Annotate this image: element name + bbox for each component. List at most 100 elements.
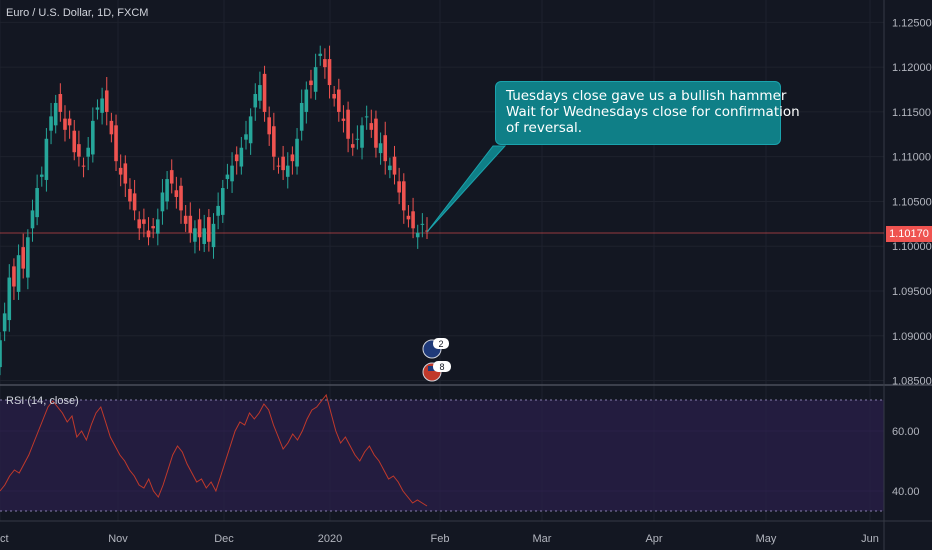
candle-body xyxy=(146,230,151,238)
candle-body xyxy=(304,89,309,112)
candle-body xyxy=(123,163,128,184)
time-tick-label: Mar xyxy=(533,533,552,545)
candle-body xyxy=(151,226,155,229)
candle-body xyxy=(258,85,262,101)
candle-body xyxy=(374,118,378,148)
price-scale: 1.12500 1.12000 1.11500 1.11000 1.10500 1.100… xyxy=(892,17,932,387)
candle-body xyxy=(72,130,77,153)
rsi-label: RSI (14, close) xyxy=(6,395,79,407)
candle-body xyxy=(132,193,137,211)
candle-body xyxy=(337,89,341,112)
event-count: 2 xyxy=(438,339,443,349)
candle-body xyxy=(411,211,415,229)
candle-body xyxy=(77,144,81,157)
rsi-tick-label: 40.00 xyxy=(892,486,920,498)
candle-body xyxy=(35,188,39,218)
candle-body xyxy=(58,94,63,112)
candle-body xyxy=(272,126,276,157)
candle-body xyxy=(202,228,207,244)
callout-pointer xyxy=(426,145,507,233)
price-tick-label: 1.08500 xyxy=(892,376,932,388)
time-tick-label: May xyxy=(756,533,777,545)
chart-title: Euro / U.S. Dollar, 1D, FXCM xyxy=(6,7,148,19)
candle-body xyxy=(0,340,2,368)
event-marker-eu[interactable]: 2 xyxy=(422,338,449,359)
rsi-scale: 60.00 40.00 xyxy=(892,426,920,498)
candle-body xyxy=(383,135,388,162)
candle-body xyxy=(81,165,86,167)
candle-body xyxy=(318,53,323,56)
candle-body xyxy=(44,138,49,180)
candle-body xyxy=(16,255,21,292)
candle-body xyxy=(2,313,7,332)
candle-body xyxy=(67,118,72,126)
event-count: 8 xyxy=(439,362,444,372)
candle-body xyxy=(220,188,225,215)
candle-body xyxy=(415,232,420,238)
candle-body xyxy=(100,98,104,113)
candle-body xyxy=(248,116,253,144)
candle-body xyxy=(179,185,183,211)
annotation-callout[interactable]: Tuesdays close gave us a bullish hammer … xyxy=(495,81,800,145)
rsi-series xyxy=(0,393,428,507)
candle-body xyxy=(369,123,374,130)
candle-body xyxy=(137,219,142,229)
rsi-tick-label: 60.00 xyxy=(892,426,920,438)
candle-body xyxy=(104,90,109,112)
candle-body xyxy=(21,247,26,269)
candle-body xyxy=(86,147,90,157)
price-tick-label: 1.09500 xyxy=(892,286,932,298)
us-flag-canton xyxy=(428,366,437,371)
candle-body xyxy=(276,165,281,167)
candle-body xyxy=(142,219,146,224)
candle-body xyxy=(332,94,336,99)
candle-body xyxy=(26,237,30,278)
event-marker-us[interactable]: 8 xyxy=(422,361,451,382)
candle-body xyxy=(63,118,67,130)
candle-body xyxy=(7,277,12,321)
time-tick-label: ct xyxy=(0,533,9,545)
candle-body xyxy=(397,181,401,193)
candle-body xyxy=(406,215,411,220)
time-tick-label: Apr xyxy=(645,533,662,545)
price-tick-label: 1.10000 xyxy=(892,241,932,253)
candle-body xyxy=(118,167,123,175)
price-tick-label: 1.11000 xyxy=(892,152,931,164)
candle-body xyxy=(211,223,216,248)
candle-body xyxy=(392,156,397,175)
candle-body xyxy=(401,181,406,211)
candle-body xyxy=(425,230,429,232)
event-count-badge xyxy=(433,338,449,349)
candle-body xyxy=(109,120,114,135)
candle-body xyxy=(216,205,220,216)
candle-body xyxy=(95,107,100,110)
event-count-badge xyxy=(433,361,451,372)
candle-body xyxy=(207,217,211,242)
callout-line-3: of reversal. xyxy=(506,120,583,136)
current-price-tag: 1.10170 xyxy=(886,226,932,242)
candle-body xyxy=(299,102,304,131)
candle-body xyxy=(364,116,369,118)
candle-body xyxy=(91,120,95,155)
rsi-band xyxy=(0,400,884,511)
price-tick-label: 1.10500 xyxy=(892,196,932,208)
candle-body xyxy=(253,94,258,108)
candle-body xyxy=(114,125,118,162)
candle-body xyxy=(197,219,202,238)
candle-body xyxy=(323,59,327,68)
candle-body xyxy=(420,223,425,225)
candle-body xyxy=(128,188,132,202)
candles xyxy=(0,45,429,376)
candle-body xyxy=(327,59,332,86)
candle-body xyxy=(225,174,230,180)
candle-body xyxy=(388,165,392,171)
candle-body xyxy=(230,165,234,182)
candle-body xyxy=(30,210,35,229)
price-tick-label: 1.12000 xyxy=(892,62,932,74)
candle-body xyxy=(350,144,355,148)
candle-body xyxy=(49,116,53,131)
callout-line-1: Tuesdays close gave us a bullish hammer xyxy=(506,88,787,104)
candle-body xyxy=(290,154,295,162)
candle-body xyxy=(156,219,160,234)
